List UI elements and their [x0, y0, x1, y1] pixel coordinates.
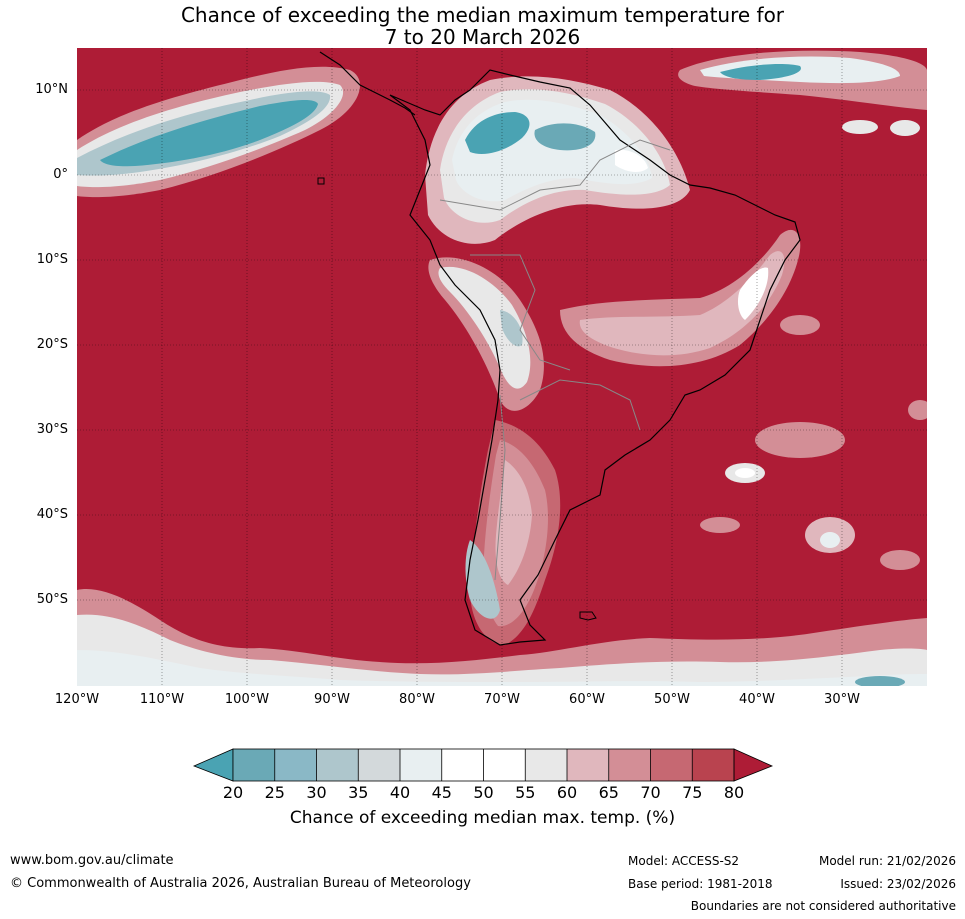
colorbar-bin-65-70: [609, 749, 651, 781]
lon-label-80w: 80°W: [387, 692, 447, 707]
colorbar-tick-70: 70: [631, 783, 671, 802]
colorbar-bin-35-40: [358, 749, 400, 781]
colorbar-label: Chance of exceeding median max. temp. (%…: [0, 808, 965, 828]
colorbar-bin-50-55: [484, 749, 526, 781]
colorbar-tick-30: 30: [297, 783, 337, 802]
colorbar-tick-55: 55: [505, 783, 545, 802]
disclaimer-text: Boundaries are not considered authoritat…: [691, 899, 956, 913]
colorbar-tick-35: 35: [338, 783, 378, 802]
lon-label-90w: 90°W: [302, 692, 362, 707]
model-run-text: Model run: 21/02/2026: [819, 854, 956, 868]
lon-label-100w: 100°W: [217, 692, 277, 707]
model-text: Model: ACCESS-S2: [628, 854, 739, 868]
lat-label-40s: 40°S: [0, 508, 68, 522]
lon-label-70w: 70°W: [472, 692, 532, 707]
lon-label-50w: 50°W: [642, 692, 702, 707]
colorbar-tick-50: 50: [464, 783, 504, 802]
website-link[interactable]: www.bom.gov.au/climate: [10, 853, 174, 868]
lon-label-30w: 30°W: [812, 692, 872, 707]
lon-label-120w: 120°W: [47, 692, 107, 707]
colorbar-bin-30-35: [317, 749, 359, 781]
issued-text: Issued: 23/02/2026: [840, 877, 956, 891]
colorbar-bin-60-65: [567, 749, 609, 781]
map-panel: [0, 0, 965, 919]
lat-label-20s: 20°S: [0, 338, 68, 352]
lon-label-110w: 110°W: [132, 692, 192, 707]
copyright-text: © Commonwealth of Australia 2026, Austra…: [10, 876, 471, 891]
lat-label-50s: 50°S: [0, 593, 68, 607]
colorbar-bin-75-80: [692, 749, 734, 781]
colorbar-tick-80: 80: [714, 783, 754, 802]
colorbar-lower-arrow: [194, 749, 233, 781]
colorbar-bin-40-45: [400, 749, 442, 781]
colorbar-bin-20-25: [233, 749, 275, 781]
base-period-text: Base period: 1981-2018: [628, 877, 773, 891]
lat-label-10s: 10°S: [0, 253, 68, 267]
colorbar-tick-75: 75: [672, 783, 712, 802]
colorbar-bin-25-30: [275, 749, 317, 781]
colorbar-tick-25: 25: [255, 783, 295, 802]
colorbar: [194, 749, 772, 781]
colorbar-tick-40: 40: [380, 783, 420, 802]
colorbar-bin-70-75: [651, 749, 693, 781]
lat-label-10n: 10°N: [0, 83, 68, 97]
colorbar-tick-20: 20: [213, 783, 253, 802]
lat-label-30s: 30°S: [0, 423, 68, 437]
colorbar-bin-55-60: [525, 749, 567, 781]
lon-label-60w: 60°W: [557, 692, 617, 707]
lat-label-0: 0°: [0, 168, 68, 182]
colorbar-tick-60: 60: [547, 783, 587, 802]
colorbar-tick-45: 45: [422, 783, 462, 802]
colorbar-tick-65: 65: [589, 783, 629, 802]
colorbar-upper-arrow: [734, 749, 772, 781]
colorbar-bin-45-50: [442, 749, 484, 781]
lon-label-40w: 40°W: [727, 692, 787, 707]
